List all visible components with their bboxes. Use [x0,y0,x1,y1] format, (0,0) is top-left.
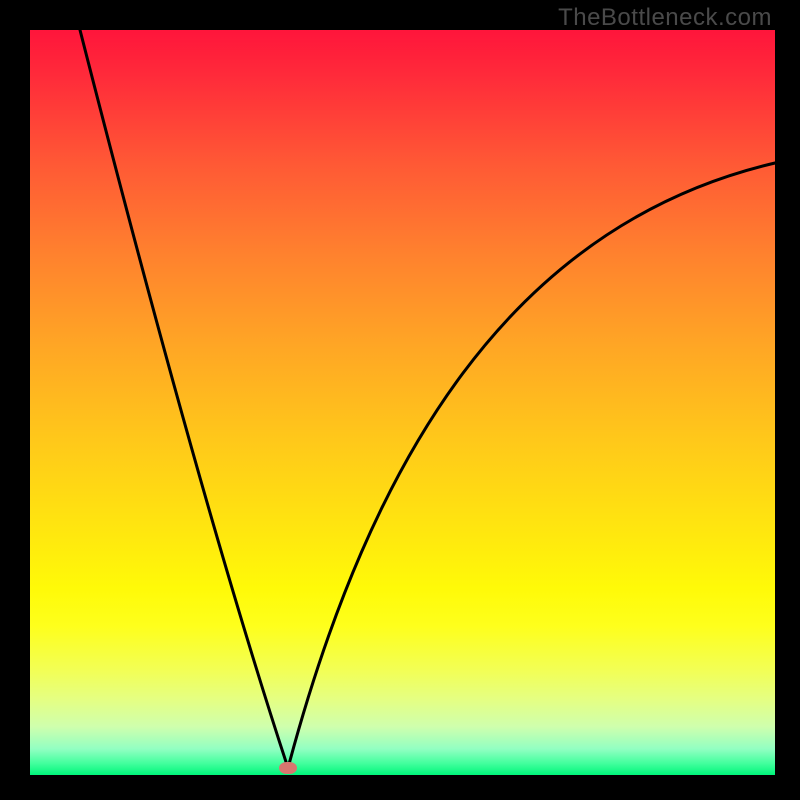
optimum-marker [279,762,297,774]
watermark-label: TheBottleneck.com [558,4,772,32]
chart-plot-area [30,30,775,775]
